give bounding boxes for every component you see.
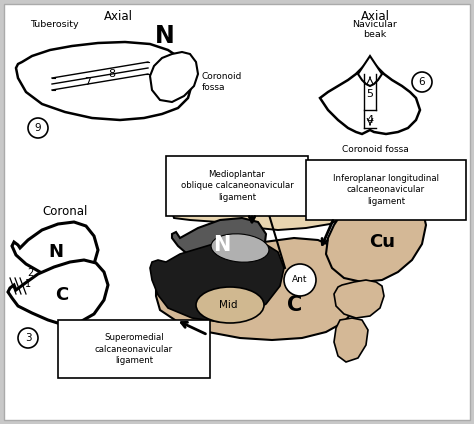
FancyBboxPatch shape <box>4 4 470 420</box>
Text: C: C <box>287 295 302 315</box>
Ellipse shape <box>211 234 269 262</box>
Polygon shape <box>156 238 360 340</box>
Text: N: N <box>48 243 64 261</box>
Text: 3: 3 <box>25 333 31 343</box>
Polygon shape <box>16 42 192 120</box>
Text: Coronoid
fossa: Coronoid fossa <box>202 72 242 92</box>
Text: N: N <box>155 24 175 48</box>
Text: 4: 4 <box>366 115 374 125</box>
Text: Coronal: Coronal <box>42 205 88 218</box>
Text: Axial: Axial <box>103 10 133 23</box>
Text: Superomedial
calcaneonavicular
ligament: Superomedial calcaneonavicular ligament <box>95 333 173 365</box>
Polygon shape <box>326 196 426 282</box>
FancyBboxPatch shape <box>58 320 210 378</box>
Polygon shape <box>334 318 368 362</box>
Polygon shape <box>172 180 350 230</box>
Polygon shape <box>8 260 108 325</box>
Text: 5: 5 <box>366 89 374 99</box>
Polygon shape <box>150 240 284 322</box>
Text: Axial: Axial <box>361 10 390 23</box>
Polygon shape <box>12 222 98 280</box>
Polygon shape <box>172 218 266 270</box>
FancyBboxPatch shape <box>306 160 466 220</box>
Circle shape <box>18 328 38 348</box>
Text: Ant: Ant <box>292 276 308 285</box>
Text: 8: 8 <box>109 69 116 79</box>
Ellipse shape <box>196 287 264 323</box>
Polygon shape <box>170 168 348 218</box>
Polygon shape <box>320 62 420 134</box>
Text: Cu: Cu <box>369 233 395 251</box>
Text: 2: 2 <box>27 268 33 278</box>
Text: 1: 1 <box>25 279 31 289</box>
Text: Medioplantar
oblique calcaneonavicular
ligament: Medioplantar oblique calcaneonavicular l… <box>181 170 293 202</box>
Circle shape <box>412 72 432 92</box>
Circle shape <box>284 264 316 296</box>
Polygon shape <box>150 52 198 102</box>
Polygon shape <box>358 56 382 86</box>
Text: Navicular
beak: Navicular beak <box>353 20 397 39</box>
Polygon shape <box>334 280 384 318</box>
Text: N: N <box>213 235 231 255</box>
FancyBboxPatch shape <box>166 156 308 216</box>
Text: Tuberosity: Tuberosity <box>30 20 79 29</box>
Text: Coronoid fossa: Coronoid fossa <box>342 145 409 154</box>
Text: 9: 9 <box>35 123 41 133</box>
Circle shape <box>28 118 48 138</box>
Text: Mid: Mid <box>219 300 237 310</box>
Text: 7: 7 <box>84 77 91 87</box>
Text: C: C <box>55 286 69 304</box>
Text: Inferoplanar longitudinal
calcaneonavicular
ligament: Inferoplanar longitudinal calcaneonavicu… <box>333 174 439 206</box>
Text: 6: 6 <box>419 77 425 87</box>
